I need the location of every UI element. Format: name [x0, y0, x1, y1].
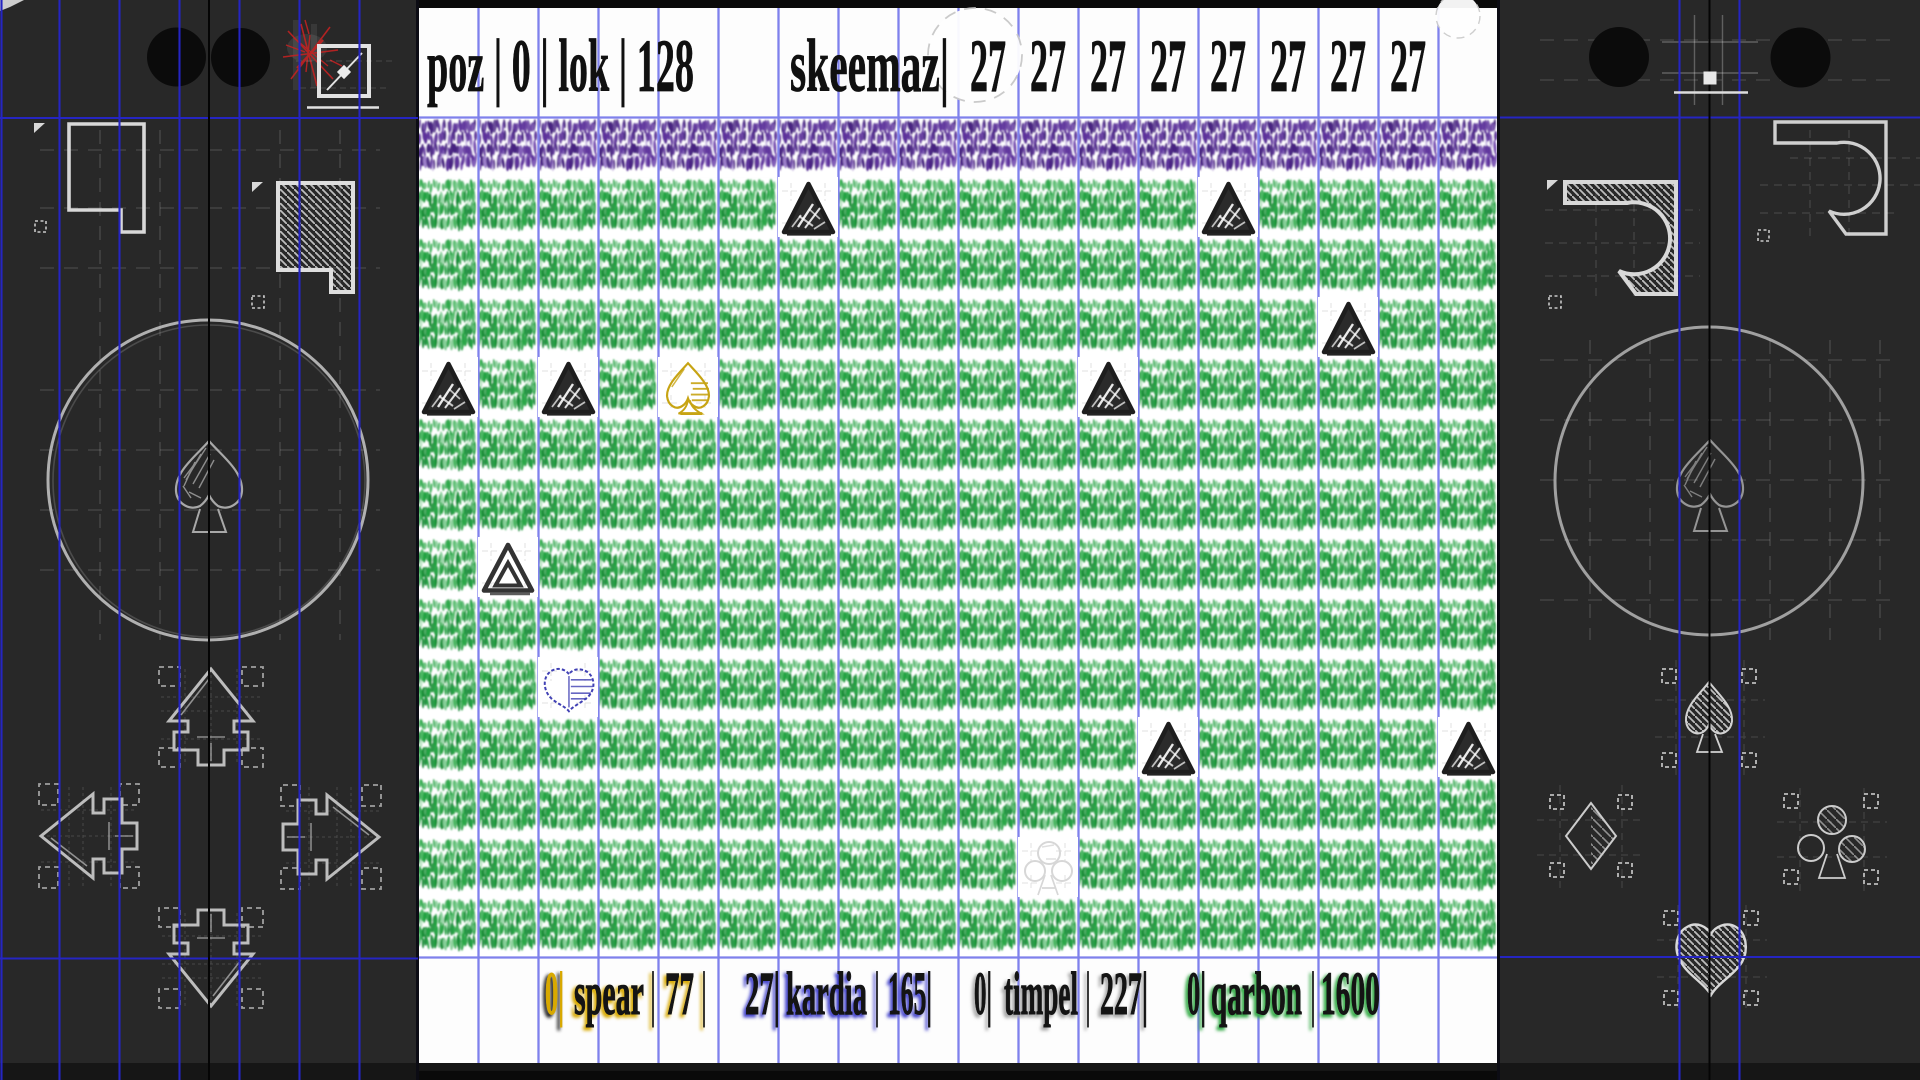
svg-text:kardia: kardia [786, 961, 867, 1028]
svg-text:|: | [875, 961, 879, 1028]
svg-text:|: | [873, 964, 877, 1031]
svg-text:timpel: timpel [1004, 961, 1078, 1028]
svg-text:|: | [651, 961, 655, 1028]
svg-text:qarbon: qarbon [1211, 961, 1302, 1028]
svg-text:|: | [700, 964, 704, 1031]
svg-text:27|: 27| [743, 964, 778, 1031]
svg-text:spear: spear [574, 961, 644, 1028]
svg-text:0|: 0| [543, 964, 562, 1031]
svg-text:timpel: timpel [1002, 964, 1076, 1031]
svg-text:27: 27 [1150, 25, 1186, 108]
svg-text:27: 27 [1030, 25, 1066, 108]
svg-text:skeemaz|: skeemaz| [790, 25, 949, 108]
svg-text:0|: 0| [1187, 961, 1206, 1028]
svg-text:|: | [1309, 964, 1313, 1031]
svg-text:|: | [1084, 964, 1088, 1031]
svg-text:27: 27 [970, 25, 1006, 108]
svg-text:77: 77 [665, 961, 694, 1028]
svg-text:0|: 0| [974, 961, 992, 1028]
svg-text:165|: 165| [886, 964, 930, 1031]
svg-text:|: | [1086, 961, 1090, 1028]
svg-text:27|: 27| [745, 961, 780, 1028]
svg-text:poz | 0 | lok | 128: poz | 0 | lok | 128 [427, 25, 694, 108]
svg-text:|: | [702, 961, 706, 1028]
svg-text:0|: 0| [972, 964, 990, 1031]
svg-text:27: 27 [1390, 25, 1426, 108]
svg-text:|: | [1311, 961, 1315, 1028]
svg-text:27: 27 [1090, 25, 1126, 108]
svg-text:kardia: kardia [784, 964, 865, 1031]
svg-text:spear: spear [572, 964, 642, 1031]
svg-text:0|: 0| [1185, 964, 1204, 1031]
svg-text:27: 27 [1270, 25, 1306, 108]
svg-text:227|: 227| [1098, 964, 1146, 1031]
svg-text:qarbon: qarbon [1209, 964, 1300, 1031]
svg-text:227|: 227| [1100, 961, 1148, 1028]
svg-text:0|: 0| [545, 961, 564, 1028]
svg-text:27: 27 [1210, 25, 1246, 108]
svg-text:165|: 165| [888, 961, 932, 1028]
svg-text:1600: 1600 [1319, 964, 1378, 1031]
svg-text:27: 27 [1330, 25, 1366, 108]
svg-text:77: 77 [663, 964, 692, 1031]
svg-text:|: | [649, 964, 653, 1031]
svg-text:1600: 1600 [1321, 961, 1380, 1028]
